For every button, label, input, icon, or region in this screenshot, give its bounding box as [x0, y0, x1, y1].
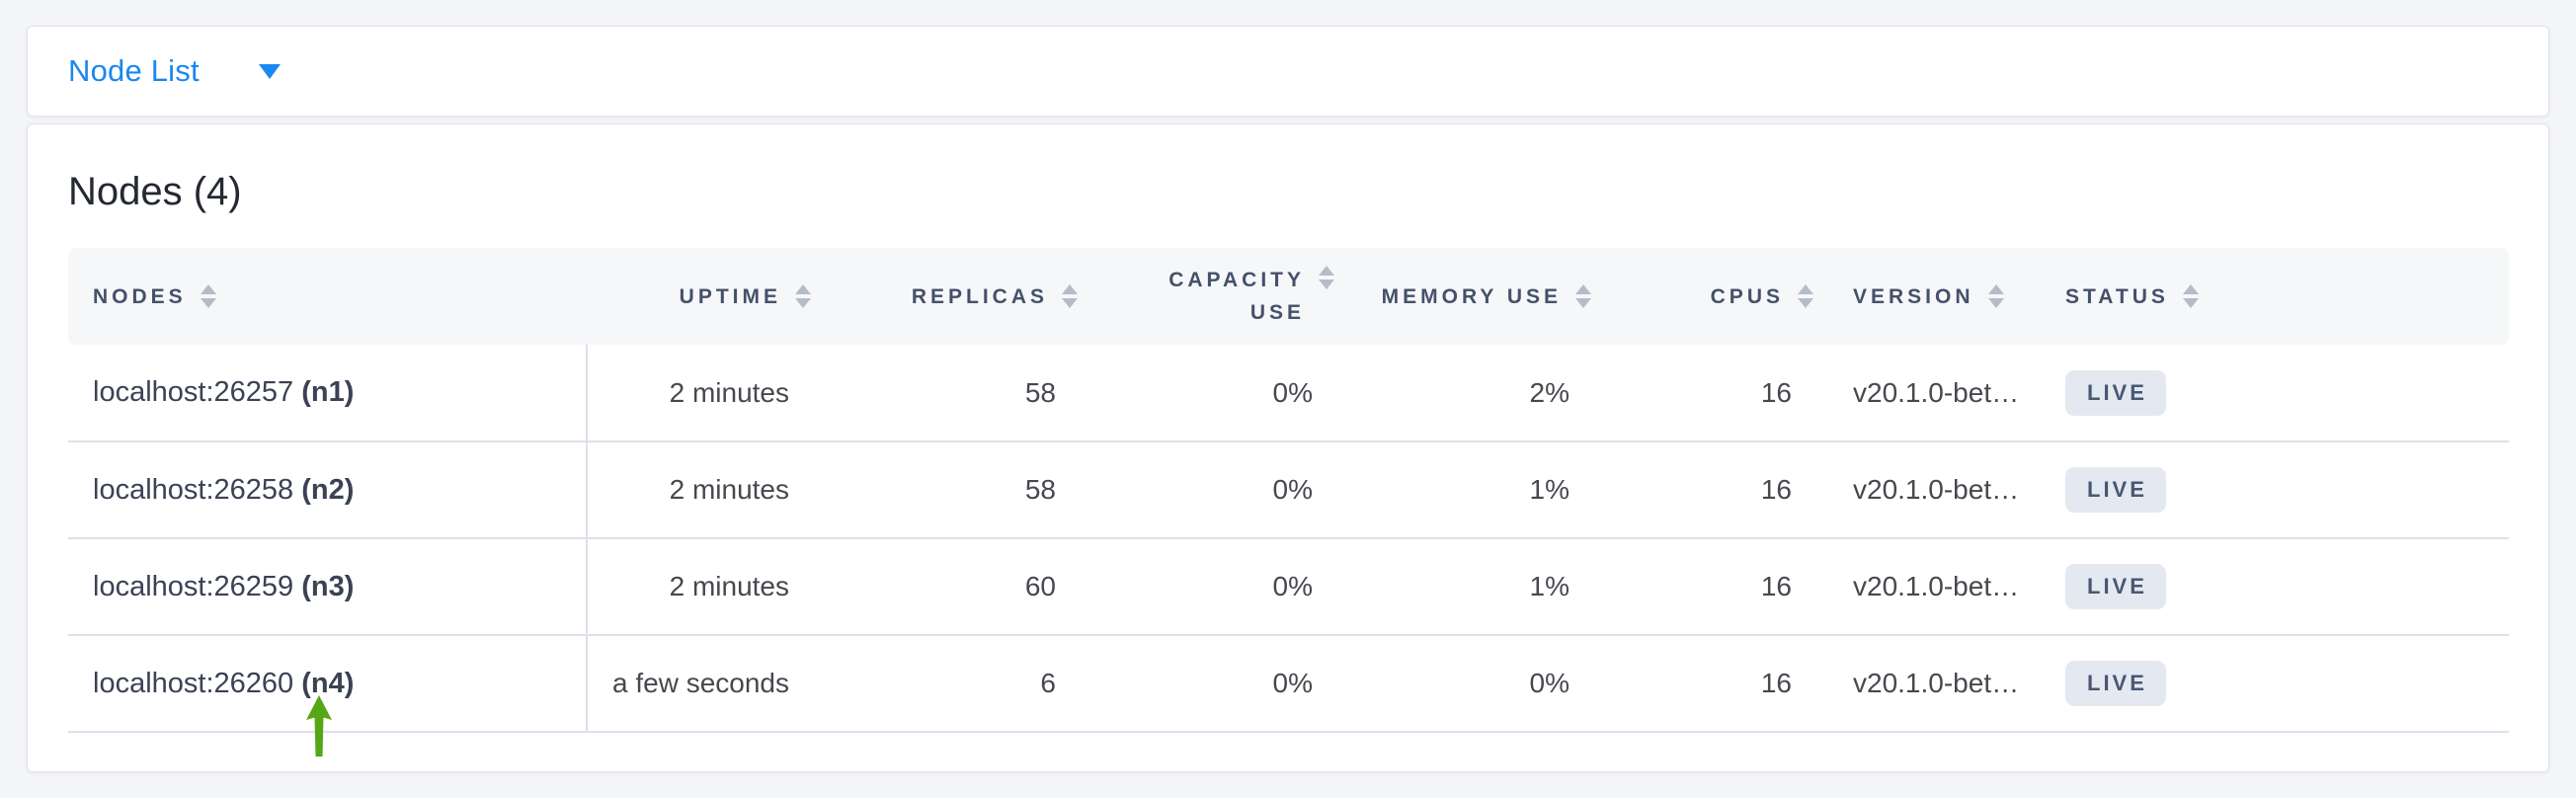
node-id: (n1): [301, 376, 355, 408]
table-row-n3: localhost:26259 (n3) 2 minutes 60 0% 1% …: [68, 538, 2509, 636]
table-row-n2: localhost:26258 (n2) 2 minutes 58 0% 1% …: [68, 441, 2509, 539]
uptime-cell: 2 minutes: [587, 345, 821, 442]
version-cell: v20.1.0-bet…: [1823, 441, 2036, 539]
capacity-use-cell: 0%: [1087, 538, 1344, 636]
column-header-capacity-use[interactable]: CAPACITY USE: [1087, 248, 1344, 345]
sort-icon[interactable]: [1319, 266, 1334, 289]
capacity-use-cell: 0%: [1087, 635, 1344, 733]
capacity-use-cell: 0%: [1087, 345, 1344, 442]
replicas-cell: 58: [821, 441, 1087, 539]
nodes-panel: Nodes (4) NODES UPTIME: [27, 123, 2549, 772]
cpus-cell: 16: [1601, 538, 1823, 636]
replicas-cell: 6: [821, 635, 1087, 733]
version-cell: v20.1.0-bet…: [1823, 538, 2036, 636]
column-header-uptime[interactable]: UPTIME: [587, 248, 821, 345]
memory-use-cell: 0%: [1344, 635, 1601, 733]
table-row-n4: localhost:26260 (n4) a few seconds 6 0% …: [68, 635, 2509, 733]
memory-use-cell: 1%: [1344, 538, 1601, 636]
memory-use-cell: 1%: [1344, 441, 1601, 539]
chevron-down-icon: [258, 63, 281, 79]
node-id: (n4): [301, 667, 355, 699]
uptime-cell: 2 minutes: [587, 441, 821, 539]
green-annotation-arrow-icon: [306, 695, 332, 757]
page-title: Nodes (4): [68, 170, 242, 213]
node-address-cell: localhost:26258 (n2): [68, 441, 588, 539]
view-selector-bar: Node List: [27, 26, 2549, 117]
status-badge: LIVE: [2065, 369, 2166, 416]
node-address-cell: localhost:26257 (n1): [68, 345, 588, 442]
table-row-n1: localhost:26257 (n1) 2 minutes 58 0% 2% …: [68, 345, 2509, 442]
status-cell: LIVE: [2036, 345, 2509, 442]
replicas-cell: 60: [821, 538, 1087, 636]
column-header-cpus[interactable]: CPUS: [1601, 248, 1823, 345]
cpus-cell: 16: [1601, 635, 1823, 733]
status-badge: LIVE: [2065, 467, 2166, 513]
uptime-cell: a few seconds: [587, 635, 821, 733]
capacity-use-cell: 0%: [1087, 441, 1344, 539]
sort-icon[interactable]: [200, 284, 216, 308]
table-header-row: NODES UPTIME REPLICAS: [68, 248, 2509, 345]
sort-icon[interactable]: [1987, 284, 2004, 308]
status-badge: LIVE: [2065, 564, 2166, 609]
node-list-dropdown[interactable]: Node List: [68, 53, 281, 89]
status-cell: LIVE: [2036, 538, 2509, 636]
status-badge: LIVE: [2065, 661, 2166, 706]
uptime-cell: 2 minutes: [587, 538, 821, 636]
node-list-dropdown-label: Node List: [68, 53, 200, 88]
column-header-version[interactable]: VERSION: [1823, 248, 2036, 345]
status-cell: LIVE: [2036, 441, 2509, 539]
sort-icon[interactable]: [795, 284, 811, 308]
memory-use-cell: 2%: [1344, 345, 1601, 442]
sort-icon[interactable]: [1062, 284, 1078, 308]
cpus-cell: 16: [1601, 345, 1823, 442]
column-header-replicas[interactable]: REPLICAS: [821, 248, 1087, 345]
sort-icon[interactable]: [1798, 284, 1813, 308]
node-id: (n3): [301, 570, 355, 602]
column-header-status[interactable]: STATUS: [2036, 248, 2509, 345]
replicas-cell: 58: [821, 345, 1087, 442]
version-cell: v20.1.0-bet…: [1823, 635, 2036, 733]
status-cell: LIVE: [2036, 635, 2509, 733]
node-id: (n2): [301, 473, 355, 506]
version-cell: v20.1.0-bet…: [1823, 345, 2036, 442]
column-header-nodes[interactable]: NODES: [68, 248, 587, 345]
column-header-memory-use[interactable]: MEMORY USE: [1344, 248, 1601, 345]
nodes-table: NODES UPTIME REPLICAS: [68, 248, 2509, 733]
sort-icon[interactable]: [1575, 284, 1591, 308]
cpus-cell: 16: [1601, 441, 1823, 539]
node-address-cell: localhost:26259 (n3): [68, 538, 588, 636]
sort-icon[interactable]: [2182, 284, 2199, 308]
